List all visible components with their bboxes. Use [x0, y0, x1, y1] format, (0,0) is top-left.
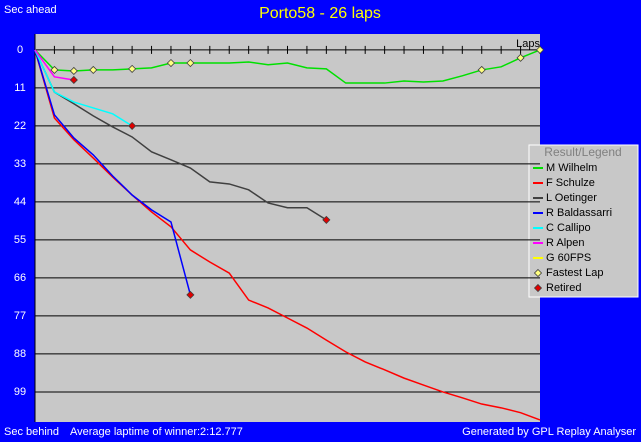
legend-box [528, 144, 639, 298]
marker [186, 58, 195, 68]
marker [128, 121, 137, 130]
marker [166, 58, 176, 68]
marker [50, 65, 59, 74]
legend-title: Result/Legend [544, 145, 621, 159]
marker [533, 268, 543, 278]
marker [535, 45, 545, 54]
footer-right: Generated by GPL Replay Analyser [462, 426, 636, 438]
series-line [34, 49, 541, 84]
legend-label: Retired [546, 282, 581, 294]
marker [533, 283, 543, 293]
y-tick-label: 22 [14, 120, 26, 132]
marker [516, 53, 525, 62]
series-line [34, 49, 327, 221]
marker [477, 65, 486, 74]
y-label-top: Sec ahead [4, 4, 57, 16]
y-tick-label: 55 [14, 234, 26, 246]
y-tick-label: 0 [17, 44, 23, 56]
marker [128, 64, 137, 73]
footer-left: Average laptime of winner:2:12.777 [70, 426, 243, 438]
legend-label: C Callipo [546, 222, 591, 234]
legend-label: F Schulze [546, 177, 595, 189]
marker [69, 66, 78, 76]
legend-label: L Oetinger [546, 192, 597, 204]
y-tick-label: 99 [14, 386, 26, 398]
legend-label: R Baldassarri [546, 207, 612, 219]
y-tick-label: 11 [14, 82, 25, 94]
x-axis-label: Laps [516, 38, 540, 50]
y-tick-label: 77 [14, 310, 26, 322]
legend-label: R Alpen [546, 237, 585, 249]
plot-area [35, 34, 540, 422]
series-line [34, 49, 192, 296]
y-tick-label: 88 [14, 348, 26, 360]
series-line [34, 49, 74, 81]
marker [186, 290, 195, 299]
y-tick-label: 66 [14, 272, 26, 284]
marker [89, 65, 98, 74]
legend-label: M Wilhelm [546, 162, 597, 174]
series-line [34, 49, 133, 127]
legend-label: G 60FPS [546, 252, 591, 264]
marker [322, 215, 331, 224]
marker [69, 75, 78, 85]
y-tick-label: 44 [14, 196, 26, 208]
legend-label: Fastest Lap [546, 267, 603, 279]
y-tick-label: 33 [14, 158, 26, 170]
y-label-bottom: Sec behind [4, 426, 59, 438]
chart-title: Porto58 - 26 laps [259, 5, 381, 22]
